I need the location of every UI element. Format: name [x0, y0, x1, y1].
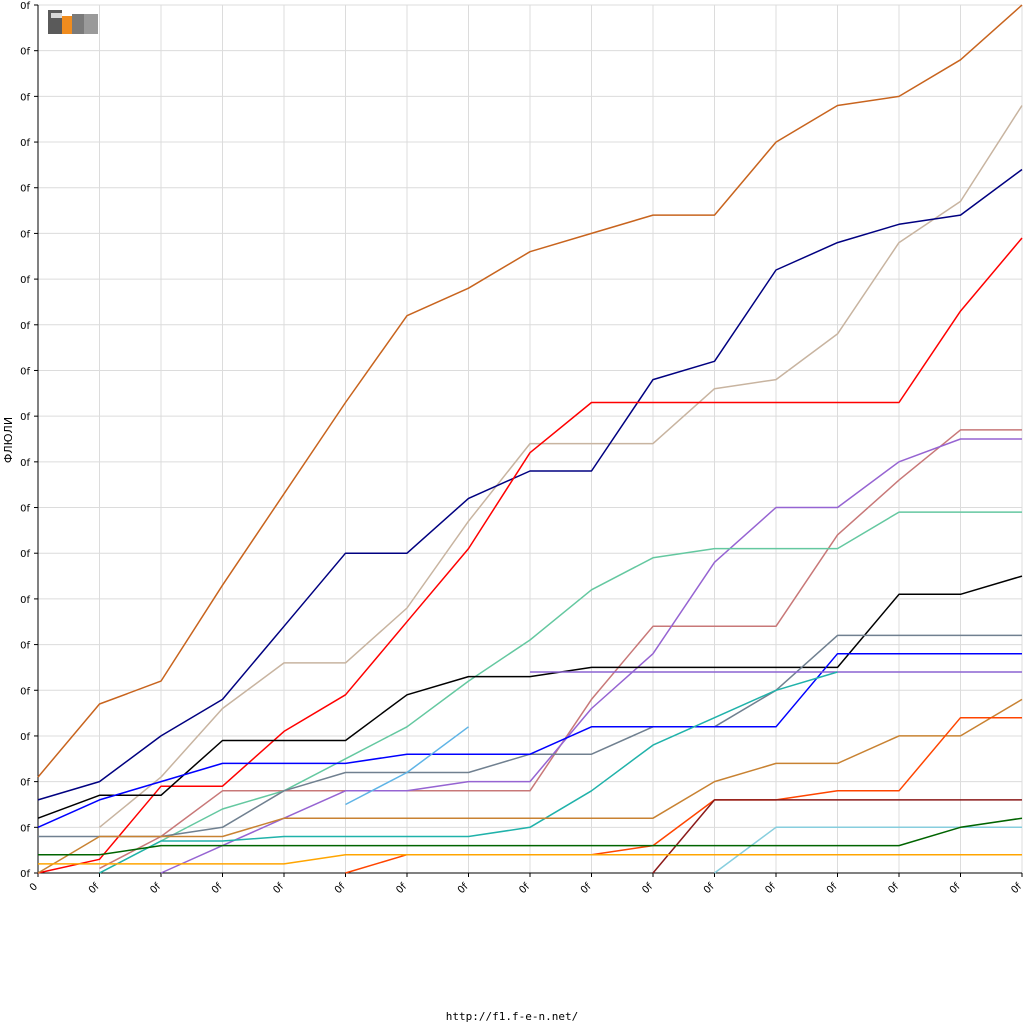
y-tick-label: 0f	[20, 321, 30, 332]
y-tick-label: 0f	[20, 1, 30, 12]
y-tick-label: 0f	[20, 641, 30, 652]
series-line-6	[160, 438, 1022, 874]
logo-1-block	[62, 16, 72, 34]
x-tick-label: 0f	[1009, 881, 1024, 896]
y-tick-label: 0f	[20, 92, 30, 103]
series-layer	[37, 4, 1023, 874]
series-line-2	[99, 105, 1023, 828]
series-line-12	[99, 671, 838, 874]
y-tick-label: 0f	[20, 138, 30, 149]
footer-url: http://f1.f-e-n.net/	[445, 1010, 579, 1023]
x-tick-label: 0f	[456, 881, 471, 896]
logo	[48, 10, 98, 34]
series-line-13	[345, 726, 469, 806]
y-tick-label: 0f	[20, 412, 30, 423]
series-line-14	[37, 698, 1023, 874]
grid-lines	[37, 4, 1023, 874]
logo-f-bar	[51, 13, 62, 18]
x-tick-label: 0f	[579, 881, 594, 896]
y-tick-label: 0f	[20, 458, 30, 469]
series-line-4	[37, 237, 1023, 874]
y-tick-label: 0f	[20, 229, 30, 240]
series-line-17	[714, 826, 1022, 874]
x-tick-label: 0f	[886, 881, 901, 896]
x-tick-label: 0f	[333, 881, 348, 896]
series-line-15	[345, 716, 1022, 874]
series-line-18	[38, 817, 1023, 856]
y-tick-label: 0f	[20, 504, 30, 515]
x-tick-label: 0f	[394, 881, 409, 896]
x-tick-label: 0f	[517, 881, 532, 896]
series-line-16	[652, 799, 1022, 874]
x-tick-label: 0f	[640, 881, 655, 896]
x-tick-label: 0f	[148, 881, 163, 896]
logo-e-block	[72, 14, 84, 34]
x-tick-label: 0f	[763, 881, 778, 896]
series-line-8	[37, 575, 1023, 819]
y-tick-label: 0f	[20, 595, 30, 606]
x-tick-label: 0f	[210, 881, 225, 896]
x-tick-label: 0	[28, 881, 40, 893]
x-tick-label: 0f	[271, 881, 286, 896]
y-tick-label: 0f	[20, 732, 30, 743]
y-tick-label: 0f	[20, 549, 30, 560]
series-line-10	[37, 652, 1022, 828]
x-tick-labels: 0 0f 0f 0f 0f 0f 0f 0f 0f 0f 0f 0f 0f 0f 0f 0f 0f	[28, 881, 1024, 896]
y-tick-label: 0f	[20, 184, 30, 195]
y-tick-label: 0f	[20, 869, 30, 880]
x-tick-label: 0f	[825, 881, 840, 896]
y-tick-label: 0f	[20, 686, 30, 697]
y-tick-label: 0f	[20, 823, 30, 834]
y-tick-label: 0f	[20, 366, 30, 377]
series-line-3	[37, 168, 1023, 801]
x-tick-label: 0f	[87, 881, 102, 896]
y-tick-label: 0f	[20, 47, 30, 58]
series-line-1	[37, 4, 1023, 778]
series-line-5	[99, 429, 1022, 870]
y-tick-label: 0f	[20, 778, 30, 789]
series-line-7	[99, 511, 1022, 874]
logo-n-block	[84, 14, 98, 34]
y-tick-label: 0f	[20, 275, 30, 286]
x-tick-label: 0f	[948, 881, 963, 896]
series-line-19	[38, 853, 1022, 865]
y-axis-title: ФЛЮЛИ	[2, 417, 15, 463]
y-tick-labels: 0f 0f 0f 0f 0f 0f 0f 0f 0f 0f 0f 0f 0f 0f 0f 0f 0f 0f 0f 0f	[20, 1, 30, 880]
axes	[34, 4, 1023, 877]
x-tick-label: 0f	[702, 881, 717, 896]
